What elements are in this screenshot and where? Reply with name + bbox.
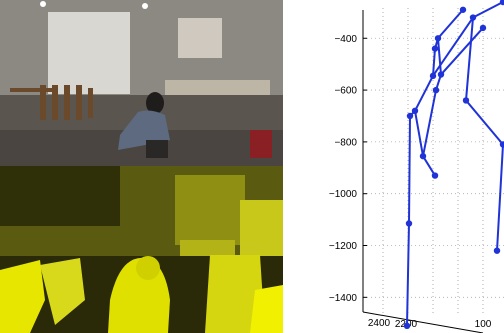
wall-cabinet	[178, 18, 222, 58]
skeleton-joint	[462, 97, 470, 104]
skeleton-bone	[432, 16, 474, 77]
skeleton-bone-chain	[464, 1, 504, 251]
projection-screen	[48, 12, 130, 94]
y-tick-labels: −400 −600 −800 −1000 −1200 −1400	[329, 34, 367, 304]
depth-map	[0, 166, 283, 333]
skeleton-joint	[403, 322, 411, 330]
skeleton-plot-canvas: −400−600−800−1000−1200−1400 24002200100	[329, 0, 504, 333]
skeleton-joint	[431, 172, 439, 179]
grid	[363, 8, 504, 316]
y-tick-label: −600	[334, 86, 357, 97]
y-tick-label: −1400	[329, 293, 358, 304]
x-tick-label: 100	[475, 319, 492, 330]
y-tick-label: −400	[334, 34, 357, 45]
skeleton-joint	[479, 24, 487, 32]
skeleton-joint	[493, 247, 501, 254]
skeleton-joint	[459, 6, 467, 13]
skeleton	[403, 0, 504, 330]
rgb-photo	[0, 0, 283, 166]
skeleton-bone	[437, 38, 442, 75]
skeleton-bone-chain	[421, 27, 484, 177]
person-crouching	[118, 92, 170, 158]
trash-bin	[250, 130, 272, 158]
x-axis-line	[362, 311, 484, 333]
skeleton-joint	[499, 0, 504, 6]
y-tick-label: −800	[334, 137, 357, 148]
image-panels-canvas	[0, 0, 283, 333]
y-tick-label: −1200	[329, 241, 358, 252]
skeleton-joint	[405, 220, 413, 227]
skeleton-joint	[406, 112, 414, 120]
x-tick-label: 2400	[368, 318, 391, 329]
skeleton-bone-chain	[406, 9, 464, 326]
skeleton-joint	[432, 86, 440, 94]
skeleton-plot: −400−600−800−1000−1200−1400 24002200100	[283, 0, 504, 333]
image-panels	[0, 0, 283, 333]
skeleton-bone	[414, 110, 424, 157]
chairs	[10, 85, 93, 120]
skeleton-joint	[499, 141, 504, 148]
y-tick-label: −1000	[329, 189, 358, 200]
skeleton-joint	[431, 45, 439, 52]
